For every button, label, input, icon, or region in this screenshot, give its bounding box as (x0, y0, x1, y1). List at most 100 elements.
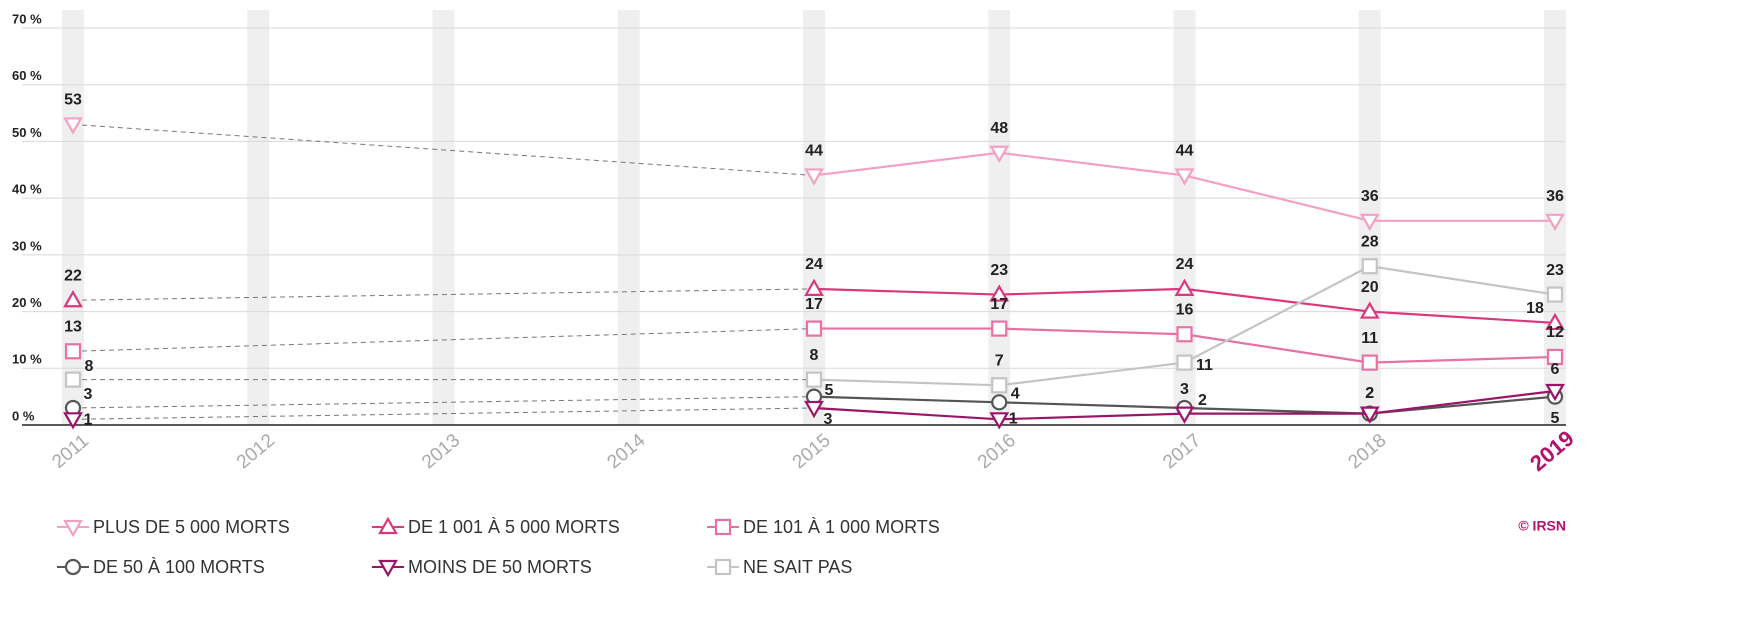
data-label: 24 (805, 256, 823, 273)
data-label: 20 (1361, 279, 1379, 296)
data-label: 44 (805, 143, 823, 160)
marker (64, 343, 82, 360)
data-label: 6 (1551, 361, 1560, 378)
y-tick-label: 20 % (12, 295, 42, 310)
data-label: 48 (990, 120, 1008, 137)
x-tick-label: 2014 (603, 430, 649, 474)
x-tick-label: 2015 (789, 430, 835, 473)
data-label: 13 (64, 318, 82, 335)
data-label: 11 (1361, 330, 1378, 347)
y-tick-label: 30 % (12, 238, 42, 253)
legend-label: DE 1 001 À 5 000 MORTS (408, 517, 620, 537)
legend-marker (714, 558, 732, 576)
legend-item: DE 50 À 100 MORTS (57, 557, 265, 577)
marker (989, 284, 1010, 302)
data-label: 8 (85, 358, 94, 375)
marker (64, 371, 82, 388)
data-label: 3 (1180, 381, 1189, 398)
data-label: 3 (824, 411, 833, 428)
marker (1546, 286, 1564, 303)
x-tick-label: 2018 (1344, 430, 1390, 473)
marker (991, 320, 1008, 337)
gap-link (72, 407, 815, 420)
data-label: 1 (1009, 411, 1018, 428)
year-band (247, 10, 270, 425)
marker (991, 377, 1008, 394)
data-label: 2 (1198, 392, 1207, 409)
marker (1545, 213, 1565, 232)
legend-item: NE SAIT PAS (707, 557, 852, 577)
marker (1359, 301, 1380, 319)
gap-link (72, 396, 815, 409)
data-label: 18 (1526, 300, 1544, 317)
y-tick-label: 10 % (12, 352, 42, 367)
x-tick-label: 2012 (233, 430, 279, 473)
legend-item: DE 1 001 À 5 000 MORTS (372, 517, 620, 537)
year-band (1173, 10, 1196, 425)
marker (1359, 213, 1380, 232)
legend-marker (714, 518, 732, 536)
data-label: 23 (1546, 262, 1564, 279)
marker (1174, 406, 1195, 424)
data-label: 23 (990, 262, 1008, 279)
data-label: 1 (84, 412, 93, 429)
gap-link (72, 328, 815, 352)
marker (989, 412, 1010, 430)
marker (991, 394, 1008, 411)
marker (1174, 278, 1195, 296)
x-tick-label: 2013 (418, 430, 464, 473)
legend-item: DE 101 À 1 000 MORTS (707, 517, 940, 537)
data-label: 12 (1546, 324, 1564, 341)
data-label: 24 (1176, 256, 1194, 273)
marker (805, 320, 823, 337)
data-label: 5 (825, 382, 834, 399)
marker (1174, 168, 1195, 186)
data-label: 53 (64, 92, 82, 109)
legend-marker (63, 519, 83, 538)
data-label: 28 (1361, 233, 1379, 250)
legend-label: DE 101 À 1 000 MORTS (743, 517, 940, 537)
y-tick-label: 0 % (12, 408, 35, 423)
legend-marker (378, 516, 398, 535)
x-tick-label: 2016 (974, 430, 1020, 473)
legend-label: NE SAIT PAS (743, 557, 852, 577)
marker (804, 400, 824, 419)
year-band (617, 10, 640, 425)
data-label: 36 (1546, 188, 1564, 205)
data-label: 22 (64, 267, 82, 284)
data-label: 2 (1365, 385, 1374, 402)
y-tick-label: 50 % (12, 125, 42, 140)
data-label: 7 (995, 353, 1004, 370)
legend-item: MOINS DE 50 MORTS (372, 557, 592, 578)
data-label: 36 (1361, 188, 1379, 205)
data-label: 11 (1196, 357, 1213, 374)
y-tick-label: 60 % (12, 68, 42, 83)
legend-marker (64, 558, 82, 576)
data-label: 44 (1176, 143, 1194, 160)
marker (804, 168, 824, 186)
legend-label: PLUS DE 5 000 MORTS (93, 517, 290, 537)
marker (1361, 354, 1378, 371)
marker (1545, 312, 1565, 331)
data-label: 16 (1176, 301, 1194, 318)
gap-link (72, 288, 815, 301)
year-band (62, 10, 84, 425)
x-tick-label: 2019 (1525, 425, 1579, 476)
year-band (432, 10, 455, 425)
marker (989, 145, 1010, 163)
x-tick-label: 2011 (48, 430, 93, 472)
legend-label: MOINS DE 50 MORTS (408, 557, 592, 577)
y-tick-label: 70 % (12, 11, 42, 26)
marker (805, 371, 823, 388)
data-label: 17 (805, 296, 823, 313)
legend-label: DE 50 À 100 MORTS (93, 557, 265, 577)
y-tick-label: 40 % (12, 182, 42, 197)
data-label: 3 (84, 386, 93, 403)
marker (1546, 348, 1564, 366)
data-label: 5 (1551, 410, 1560, 427)
data-label: 4 (1011, 386, 1020, 403)
marker (1176, 354, 1193, 371)
marker (63, 290, 83, 308)
marker (1359, 406, 1380, 424)
